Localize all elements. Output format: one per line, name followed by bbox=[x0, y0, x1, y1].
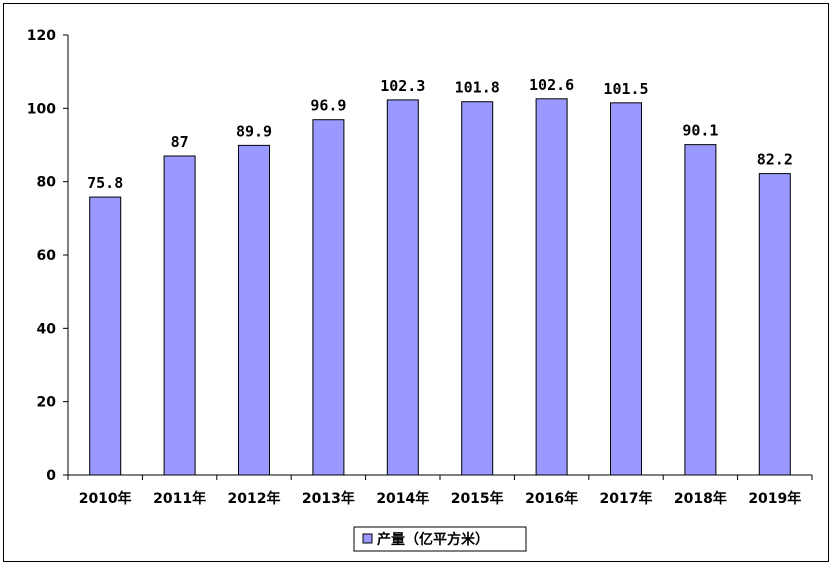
y-tick-label: 0 bbox=[46, 468, 56, 484]
bar-value-label: 101.5 bbox=[603, 80, 648, 98]
legend-box bbox=[353, 526, 527, 552]
bar-value-label: 102.3 bbox=[380, 77, 425, 95]
bar-value-label: 89.9 bbox=[236, 122, 272, 140]
x-tick-label: 2013年 bbox=[302, 490, 355, 507]
bar bbox=[238, 144, 270, 476]
bar bbox=[684, 144, 717, 476]
bars bbox=[89, 98, 791, 476]
x-tick-label: 2014年 bbox=[376, 490, 429, 507]
data-labels: 75.8 87 89.9 96.9 102.3 101.8 102.6 101.5 90.1 82… bbox=[87, 76, 793, 192]
x-tick-label: 2017年 bbox=[600, 490, 653, 507]
bar-value-label: 102.6 bbox=[529, 76, 574, 94]
legend-swatch bbox=[362, 533, 373, 544]
x-tick-label: 2019年 bbox=[748, 490, 801, 507]
y-tick-label: 80 bbox=[37, 175, 57, 191]
bar bbox=[610, 102, 642, 476]
x-tick-label: 2015年 bbox=[451, 490, 504, 507]
legend: 产量（亿平方米） bbox=[353, 526, 527, 552]
y-tick-label: 120 bbox=[27, 28, 56, 44]
y-tick-label: 40 bbox=[37, 321, 57, 337]
bar-value-label: 75.8 bbox=[87, 174, 123, 192]
y-tick-label: 100 bbox=[27, 101, 56, 117]
y-axis: 0 20 40 60 80 100 120 bbox=[27, 28, 69, 484]
bar bbox=[163, 155, 196, 476]
x-tick-label: 2010年 bbox=[79, 490, 132, 507]
bar-value-label: 90.1 bbox=[682, 122, 718, 140]
bar bbox=[312, 119, 345, 476]
bar-value-label: 96.9 bbox=[310, 97, 346, 115]
x-axis: 2010年 2011年 2012年 2013年 2014年 2015年 2016年 2017年… bbox=[67, 474, 813, 507]
bar bbox=[461, 101, 494, 476]
bar-value-label: 82.2 bbox=[757, 151, 793, 169]
bar bbox=[758, 173, 791, 476]
x-tick-label: 2016年 bbox=[525, 490, 578, 507]
y-tick-label: 20 bbox=[37, 395, 57, 411]
bar bbox=[89, 196, 122, 476]
y-tick-label: 60 bbox=[37, 248, 57, 264]
x-tick-label: 2018年 bbox=[674, 490, 727, 507]
bar-value-label: 87 bbox=[171, 133, 189, 151]
legend-label: 产量（亿平方米） bbox=[377, 531, 489, 548]
x-tick-label: 2011年 bbox=[153, 490, 206, 507]
x-tick-label: 2012年 bbox=[228, 490, 281, 507]
bar bbox=[535, 98, 568, 476]
bar bbox=[386, 99, 419, 476]
bar-value-label: 101.8 bbox=[455, 79, 500, 97]
